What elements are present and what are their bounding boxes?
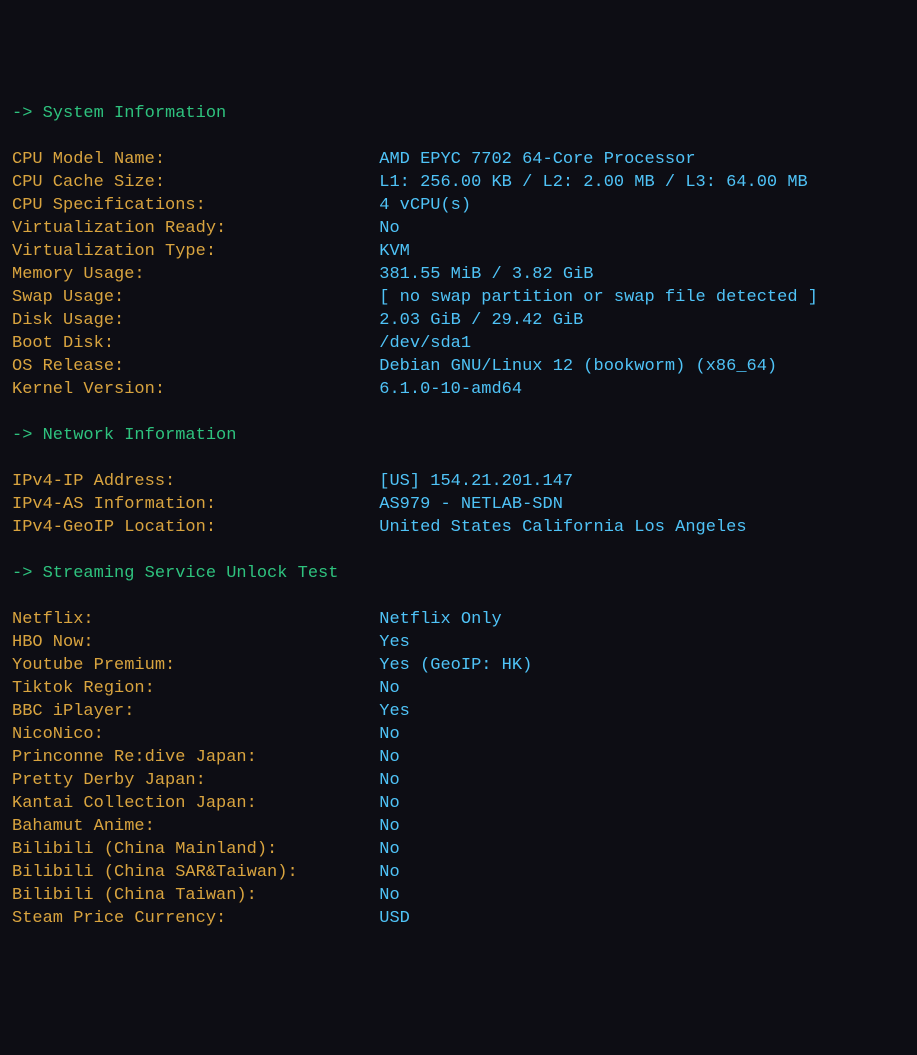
sys-row: Boot Disk: /dev/sda1 [12,334,471,353]
stream-value: No [379,723,399,746]
sys-row: Virtualization Ready: No [12,219,400,238]
sys-label: Memory Usage: [12,263,379,286]
stream-label: Bahamut Anime: [12,815,379,838]
stream-value: No [379,746,399,769]
sys-row: CPU Model Name: AMD EPYC 7702 64-Core Pr… [12,150,696,169]
stream-row: Bahamut Anime: No [12,817,400,836]
stream-value: No [379,884,399,907]
stream-row: Youtube Premium: Yes (GeoIP: HK) [12,656,532,675]
stream-label: Bilibili (China Mainland): [12,838,379,861]
sys-row: CPU Specifications: 4 vCPU(s) [12,196,471,215]
stream-value: No [379,861,399,884]
stream-label: Kantai Collection Japan: [12,792,379,815]
stream-value: Yes (GeoIP: HK) [379,654,532,677]
section-header-system: -> System Information [12,104,226,123]
sys-label: Disk Usage: [12,309,379,332]
sys-value: /dev/sda1 [379,332,471,355]
sys-label: CPU Specifications: [12,194,379,217]
sys-value: AMD EPYC 7702 64-Core Processor [379,148,695,171]
stream-label: Bilibili (China SAR&Taiwan): [12,861,379,884]
stream-label: Pretty Derby Japan: [12,769,379,792]
stream-value: Yes [379,631,410,654]
stream-label: HBO Now: [12,631,379,654]
stream-label: Bilibili (China Taiwan): [12,884,379,907]
stream-value: No [379,838,399,861]
net-label: IPv4-GeoIP Location: [12,516,379,539]
stream-label: Youtube Premium: [12,654,379,677]
sys-label: Virtualization Ready: [12,217,379,240]
sys-row: Virtualization Type: KVM [12,242,410,261]
stream-row: Bilibili (China Mainland): No [12,840,400,859]
sys-row: CPU Cache Size: L1: 256.00 KB / L2: 2.00… [12,173,808,192]
stream-row: Bilibili (China SAR&Taiwan): No [12,863,400,882]
sys-label: Boot Disk: [12,332,379,355]
net-value: United States California Los Angeles [379,516,746,539]
stream-row: BBC iPlayer: Yes [12,702,410,721]
net-label: IPv4-AS Information: [12,493,379,516]
stream-row: HBO Now: Yes [12,633,410,652]
sys-value: No [379,217,399,240]
stream-value: No [379,815,399,838]
net-row: IPv4-GeoIP Location: United States Calif… [12,518,747,537]
net-row: IPv4-IP Address: [US] 154.21.201.147 [12,472,573,491]
stream-row: Princonne Re:dive Japan: No [12,748,400,767]
sys-value: 4 vCPU(s) [379,194,471,217]
stream-value: Yes [379,700,410,723]
net-value: AS979 - NETLAB-SDN [379,493,563,516]
sys-value: [ no swap partition or swap file detecte… [379,286,818,309]
stream-label: BBC iPlayer: [12,700,379,723]
stream-label: Princonne Re:dive Japan: [12,746,379,769]
stream-row: Netflix: Netflix Only [12,610,502,629]
sys-value: KVM [379,240,410,263]
stream-row: Kantai Collection Japan: No [12,794,400,813]
net-label: IPv4-IP Address: [12,470,379,493]
stream-label: NicoNico: [12,723,379,746]
stream-label: Tiktok Region: [12,677,379,700]
stream-row: Pretty Derby Japan: No [12,771,400,790]
sys-value: 2.03 GiB / 29.42 GiB [379,309,583,332]
net-row: IPv4-AS Information: AS979 - NETLAB-SDN [12,495,563,514]
sys-value: 6.1.0-10-amd64 [379,378,522,401]
stream-row: Tiktok Region: No [12,679,400,698]
net-value: [US] 154.21.201.147 [379,470,573,493]
sys-row: Kernel Version: 6.1.0-10-amd64 [12,380,522,399]
terminal-output: -> System Information CPU Model Name: AM… [12,102,905,930]
stream-value: No [379,677,399,700]
stream-label: Netflix: [12,608,379,631]
section-header-network: -> Network Information [12,426,236,445]
stream-value: No [379,769,399,792]
sys-label: Virtualization Type: [12,240,379,263]
sys-value: L1: 256.00 KB / L2: 2.00 MB / L3: 64.00 … [379,171,807,194]
stream-row: Bilibili (China Taiwan): No [12,886,400,905]
sys-label: CPU Model Name: [12,148,379,171]
sys-row: Disk Usage: 2.03 GiB / 29.42 GiB [12,311,583,330]
sys-row: OS Release: Debian GNU/Linux 12 (bookwor… [12,357,777,376]
sys-row: Memory Usage: 381.55 MiB / 3.82 GiB [12,265,594,284]
stream-row: Steam Price Currency: USD [12,909,410,928]
stream-value: No [379,792,399,815]
sys-label: CPU Cache Size: [12,171,379,194]
stream-value: USD [379,907,410,930]
stream-value: Netflix Only [379,608,501,631]
sys-row: Swap Usage: [ no swap partition or swap … [12,288,818,307]
sys-label: Kernel Version: [12,378,379,401]
sys-value: 381.55 MiB / 3.82 GiB [379,263,593,286]
sys-label: OS Release: [12,355,379,378]
stream-row: NicoNico: No [12,725,400,744]
sys-value: Debian GNU/Linux 12 (bookworm) (x86_64) [379,355,777,378]
sys-label: Swap Usage: [12,286,379,309]
stream-label: Steam Price Currency: [12,907,379,930]
section-header-streaming: -> Streaming Service Unlock Test [12,564,338,583]
